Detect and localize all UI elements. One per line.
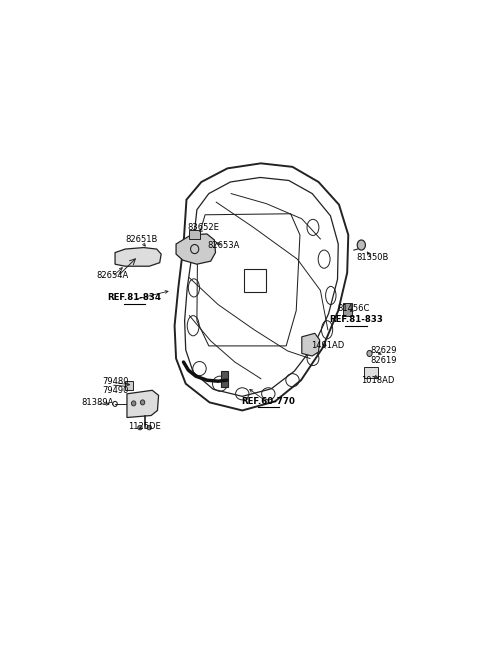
FancyBboxPatch shape — [364, 367, 378, 378]
Text: 81350B: 81350B — [356, 253, 389, 262]
Text: REF.60-770: REF.60-770 — [241, 397, 295, 406]
FancyBboxPatch shape — [221, 371, 228, 387]
Text: 1125DE: 1125DE — [129, 422, 161, 431]
Text: 81456C: 81456C — [338, 303, 370, 312]
Ellipse shape — [138, 425, 142, 430]
Ellipse shape — [357, 240, 365, 250]
Polygon shape — [302, 333, 320, 356]
Ellipse shape — [132, 401, 136, 406]
Text: 81389A: 81389A — [81, 398, 113, 407]
Text: 79490: 79490 — [102, 386, 128, 395]
Ellipse shape — [367, 350, 372, 356]
Ellipse shape — [147, 425, 152, 430]
Text: 82651B: 82651B — [126, 236, 158, 244]
Text: 1491AD: 1491AD — [311, 341, 345, 350]
Polygon shape — [115, 248, 161, 266]
FancyBboxPatch shape — [344, 303, 352, 316]
FancyBboxPatch shape — [190, 230, 200, 239]
Text: 1018AD: 1018AD — [361, 376, 395, 384]
Text: 82629: 82629 — [371, 346, 397, 356]
FancyBboxPatch shape — [125, 381, 133, 390]
Text: 83652E: 83652E — [187, 223, 219, 232]
Ellipse shape — [140, 400, 145, 405]
Text: 82619: 82619 — [371, 356, 397, 365]
Polygon shape — [127, 390, 158, 417]
Text: REF.81-834: REF.81-834 — [108, 293, 161, 303]
Text: REF.81-833: REF.81-833 — [329, 315, 383, 324]
Text: 82654A: 82654A — [96, 271, 128, 280]
Polygon shape — [176, 234, 216, 264]
Text: 82653A: 82653A — [207, 240, 240, 250]
Text: 79480: 79480 — [102, 377, 128, 386]
